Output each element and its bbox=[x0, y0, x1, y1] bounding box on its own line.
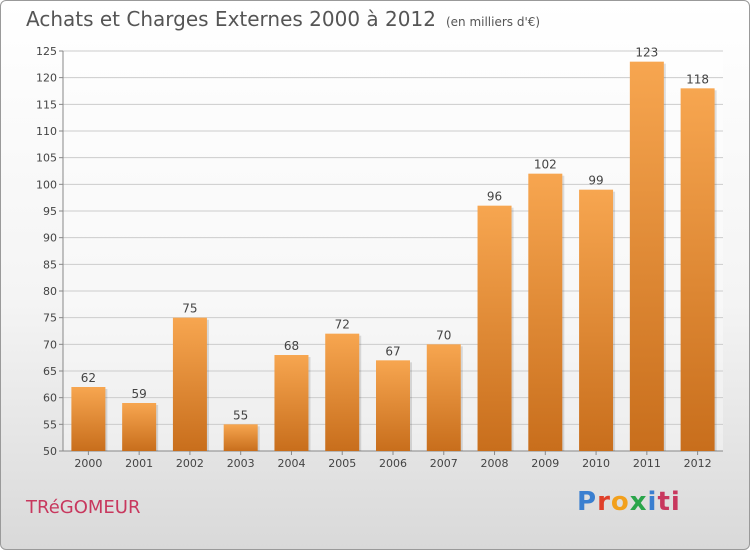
bar-value-label: 67 bbox=[385, 344, 400, 358]
bar-value-label: 55 bbox=[233, 408, 248, 422]
bar bbox=[528, 173, 563, 451]
bar bbox=[376, 360, 410, 451]
y-tick-label: 60 bbox=[43, 392, 57, 405]
x-tick-label: 2007 bbox=[430, 457, 458, 470]
bar-value-label: 96 bbox=[487, 190, 502, 204]
x-tick-label: 2006 bbox=[379, 457, 407, 470]
chart-title-block: Achats et Charges Externes 2000 à 2012 (e… bbox=[26, 7, 540, 31]
y-tick-label: 55 bbox=[43, 418, 57, 431]
y-tick-label: 50 bbox=[43, 445, 57, 458]
x-tick-label: 2003 bbox=[227, 457, 255, 470]
bar bbox=[579, 189, 614, 451]
bar-value-label: 118 bbox=[686, 72, 709, 86]
bar-value-label: 70 bbox=[436, 328, 451, 342]
bar-value-label: 99 bbox=[588, 174, 603, 188]
y-tick-label: 105 bbox=[36, 152, 57, 165]
bar-value-label: 68 bbox=[284, 339, 299, 353]
x-tick-label: 2001 bbox=[125, 457, 153, 470]
logo-letter: i bbox=[647, 487, 658, 517]
x-tick-label: 2005 bbox=[328, 457, 356, 470]
bar bbox=[325, 333, 360, 451]
y-tick-label: 110 bbox=[36, 125, 57, 138]
proxiti-logo: Proxiti bbox=[577, 487, 681, 517]
commune-name: TRéGOMEUR bbox=[26, 497, 141, 518]
bar-value-label: 59 bbox=[132, 387, 147, 401]
bar bbox=[71, 387, 106, 451]
bar bbox=[477, 205, 512, 451]
y-tick-label: 90 bbox=[43, 232, 57, 245]
y-tick-label: 95 bbox=[43, 205, 57, 218]
logo-letter: P bbox=[577, 487, 598, 517]
y-tick-label: 100 bbox=[36, 178, 57, 191]
bar bbox=[274, 355, 309, 451]
y-tick-label: 125 bbox=[36, 45, 57, 58]
chart-title: Achats et Charges Externes 2000 à 2012 bbox=[26, 7, 436, 31]
bar-value-label: 75 bbox=[182, 302, 197, 316]
y-tick-label: 80 bbox=[43, 285, 57, 298]
y-tick-label: 85 bbox=[43, 258, 57, 271]
logo-letter: ti bbox=[657, 487, 681, 517]
bar-value-label: 123 bbox=[635, 46, 658, 60]
bar bbox=[172, 317, 207, 451]
bar bbox=[680, 88, 715, 451]
y-tick-label: 115 bbox=[36, 98, 57, 111]
x-tick-label: 2010 bbox=[582, 457, 610, 470]
y-tick-label: 70 bbox=[43, 338, 57, 351]
x-tick-label: 2008 bbox=[481, 457, 509, 470]
y-tick-label: 75 bbox=[43, 312, 57, 325]
y-tick-label: 120 bbox=[36, 72, 57, 85]
bar-value-label: 72 bbox=[335, 318, 350, 332]
x-tick-label: 2000 bbox=[74, 457, 102, 470]
x-tick-label: 2002 bbox=[176, 457, 204, 470]
x-tick-label: 2012 bbox=[684, 457, 712, 470]
logo-letter: o bbox=[610, 487, 630, 517]
logo-letter: r bbox=[597, 487, 611, 517]
x-tick-label: 2011 bbox=[633, 457, 661, 470]
bar bbox=[122, 403, 157, 451]
bar bbox=[223, 424, 258, 451]
bar bbox=[426, 344, 461, 451]
y-tick-label: 65 bbox=[43, 365, 57, 378]
bar-value-label: 102 bbox=[534, 158, 557, 172]
logo-letter: x bbox=[629, 487, 648, 517]
bar bbox=[629, 61, 664, 452]
x-tick-label: 2009 bbox=[531, 457, 559, 470]
x-tick-label: 2004 bbox=[277, 457, 305, 470]
chart-unit: (en milliers d'€) bbox=[445, 15, 541, 29]
bar-value-label: 62 bbox=[81, 371, 96, 385]
